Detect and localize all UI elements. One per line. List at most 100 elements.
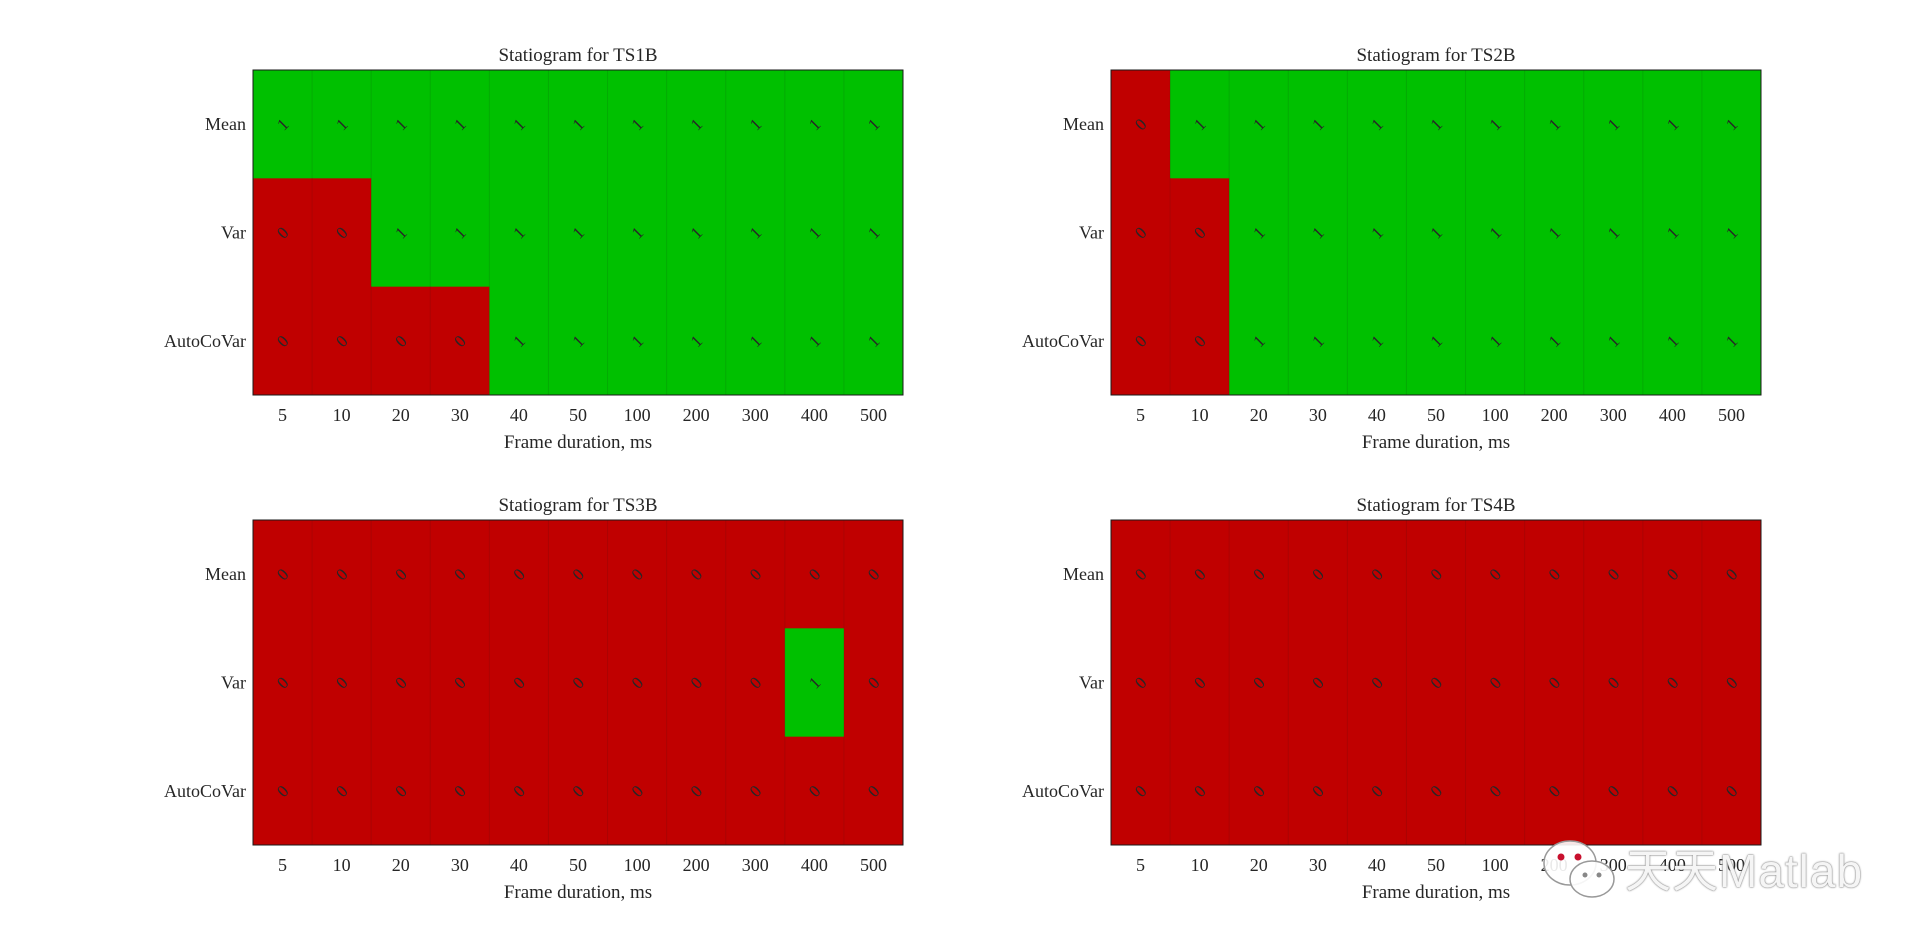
heatmap-cell: [489, 520, 549, 629]
heatmap-cell: [1347, 628, 1407, 738]
x-tick-label: 10: [1191, 855, 1209, 875]
x-tick-label: 5: [278, 405, 287, 425]
x-tick-label: 10: [333, 855, 351, 875]
x-tick-label: 500: [1718, 405, 1745, 425]
heatmap-cell: [1347, 736, 1407, 846]
heatmap-cell: [784, 736, 845, 846]
x-tick-label: 50: [1427, 855, 1445, 875]
heatmap-cell: [312, 286, 372, 396]
heatmap-cell: [1465, 520, 1526, 629]
heatmap-cell: [1701, 70, 1762, 179]
axes-box: [252, 69, 904, 396]
x-axis-label: Frame duration, ms: [504, 432, 652, 453]
y-tick-label: Var: [221, 673, 246, 693]
chart-title: Statiogram for TS2B: [1356, 45, 1515, 66]
heatmap-cell: [1229, 70, 1289, 179]
x-tick-label: 100: [1482, 405, 1509, 425]
chart-title: Statiogram for TS4B: [1356, 495, 1515, 516]
heatmap-cell: [1524, 178, 1585, 288]
chart-title: Statiogram for TS1B: [498, 45, 657, 66]
heatmap-cell: [1170, 520, 1230, 629]
heatmap-cell: [666, 628, 727, 738]
heatmap-cell: [1229, 628, 1289, 738]
heatmap-cell: [1701, 286, 1762, 396]
heatmap-cell: [1524, 70, 1585, 179]
y-tick-label: Var: [1079, 223, 1104, 243]
heatmap-cell: [548, 286, 609, 396]
heatmap-cell: [489, 628, 549, 738]
heatmap-cell: [371, 70, 431, 179]
heatmap-cell: [1583, 286, 1644, 396]
axes-box: [252, 519, 904, 846]
chart-title: Statiogram for TS3B: [498, 495, 657, 516]
heatmap-cell: [1111, 286, 1171, 396]
axes-box: [1110, 69, 1762, 396]
heatmap-cell: [1111, 736, 1171, 846]
heatmap-cell: [1170, 178, 1230, 288]
heatmap-cell: [843, 286, 904, 396]
heatmap-cell: [607, 520, 668, 629]
y-tick-label: Mean: [1063, 114, 1104, 134]
x-tick-label: 20: [1250, 855, 1268, 875]
heatmap-cell: [1465, 736, 1526, 846]
heatmap-cell: [1229, 736, 1289, 846]
heatmap-cell: [666, 286, 727, 396]
x-tick-label: 40: [510, 405, 528, 425]
heatmap-cell: [253, 286, 313, 396]
heatmap-cell: [1170, 286, 1230, 396]
heatmap-cell: [253, 70, 313, 179]
x-tick-label: 100: [624, 405, 651, 425]
watermark: 天天Matlab: [1535, 835, 1895, 905]
y-tick-label: Mean: [205, 564, 246, 584]
heatmap-cell: [1111, 628, 1171, 738]
heatmap-cell: [1465, 628, 1526, 738]
heatmap-cell: [371, 628, 431, 738]
x-tick-label: 100: [1482, 855, 1509, 875]
x-tick-label: 30: [451, 855, 469, 875]
heatmap-cell: [1288, 286, 1348, 396]
heatmap-cell: [1406, 70, 1467, 179]
x-axis-label: Frame duration, ms: [1362, 882, 1510, 903]
heatmap-cell: [725, 520, 786, 629]
x-tick-label: 400: [1659, 855, 1686, 875]
heatmap-cell: [784, 520, 845, 629]
heatmap-cell: [1642, 736, 1703, 846]
heatmap-cell: [1229, 520, 1289, 629]
heatmap-cell: [607, 70, 668, 179]
x-tick-label: 10: [333, 405, 351, 425]
heatmap-cell: [371, 286, 431, 396]
x-tick-label: 20: [392, 405, 410, 425]
heatmap-cell: [253, 178, 313, 288]
heatmap-cell: [843, 736, 904, 846]
heatmap-cell: [1701, 736, 1762, 846]
heatmap-cell: [784, 70, 845, 179]
heatmap-cell: [1111, 520, 1171, 629]
heatmap-cell: [843, 520, 904, 629]
y-tick-label: AutoCoVar: [164, 331, 246, 351]
heatmap-cell: [253, 520, 313, 629]
chart-panel-3: 0 0 0 0 0 0 0 0 0 0 00 0 0 0 0 0 0 0 0 1 00 0 0 0 0 0 0 0 0 0 0Statiog…: [164, 495, 904, 903]
heatmap-cell: [1701, 628, 1762, 738]
y-tick-label: Var: [1079, 673, 1104, 693]
heatmap-cell: [666, 178, 727, 288]
heatmap-cell: [1170, 70, 1230, 179]
heatmap-cell: [312, 628, 372, 738]
heatmap-cell: [1465, 286, 1526, 396]
heatmap-cell: [607, 736, 668, 846]
heatmap-cell: [1347, 286, 1407, 396]
heatmap-cell: [1406, 520, 1467, 629]
heatmap-cell: [371, 520, 431, 629]
x-tick-label: 40: [1368, 855, 1386, 875]
x-tick-label: 500: [860, 405, 887, 425]
x-axis-label: Frame duration, ms: [504, 882, 652, 903]
heatmap-cell: [1642, 178, 1703, 288]
y-tick-label: Mean: [205, 114, 246, 134]
heatmap-cell: [784, 178, 845, 288]
heatmap-cell: [1288, 628, 1348, 738]
chart-panel-1: 1 1 1 1 1 1 1 1 1 1 10 0 1 1 1 1 1 1 1 1 10 0 0 0 1 1 1 1 1 1 1Statiog…: [164, 45, 904, 453]
x-tick-label: 10: [1191, 405, 1209, 425]
x-tick-label: 500: [1718, 855, 1745, 875]
heatmap-cell: [666, 70, 727, 179]
heatmap-cell: [1583, 178, 1644, 288]
